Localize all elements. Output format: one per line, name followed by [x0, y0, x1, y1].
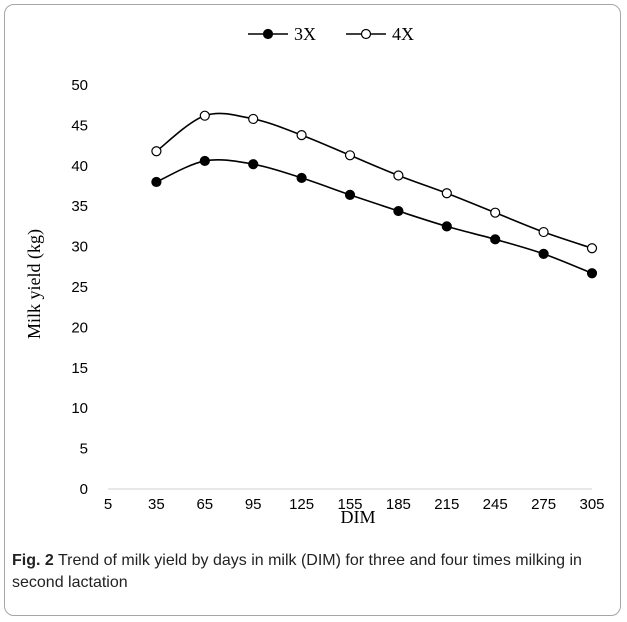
- x-tick-label: 305: [579, 496, 604, 513]
- legend-marker: [262, 28, 274, 40]
- data-point-4X: [393, 170, 404, 181]
- caption-text: Trend of milk yield by days in milk (DIM…: [12, 552, 582, 591]
- legend-item-3X: 3X: [248, 24, 316, 44]
- figure-frame: [4, 4, 621, 616]
- series-group: [151, 110, 598, 279]
- y-tick-label: 40: [71, 158, 88, 175]
- y-tick-label: 30: [71, 239, 88, 256]
- y-tick-label: 35: [71, 198, 88, 215]
- data-point-3X: [151, 176, 162, 188]
- y-tick-label: 25: [71, 279, 88, 296]
- data-point-4X: [248, 113, 259, 125]
- y-tick-label: 20: [71, 319, 88, 336]
- legend-label: 3X: [294, 24, 316, 44]
- data-point-3X: [296, 172, 307, 184]
- data-point-4X: [490, 207, 501, 218]
- data-point-4X: [344, 150, 356, 161]
- data-point-4X: [296, 129, 307, 141]
- x-tick-label: 125: [289, 496, 314, 513]
- data-point-3X: [586, 268, 598, 279]
- y-axis-label: Milk yield (kg): [24, 229, 45, 339]
- x-tick-label: 95: [245, 496, 262, 513]
- series-line-3X: [156, 159, 593, 275]
- x-tick-label: 215: [434, 496, 459, 513]
- x-tick-label: 65: [196, 496, 213, 513]
- data-point-4X: [151, 146, 162, 157]
- x-tick-label: 185: [386, 496, 411, 513]
- data-point-3X: [393, 205, 404, 217]
- data-point-4X: [199, 110, 210, 121]
- x-tick-label: 245: [483, 496, 508, 513]
- figure-caption: Fig. 2 Trend of milk yield by days in mi…: [12, 550, 612, 594]
- x-tick-label: 155: [337, 496, 362, 513]
- data-point-4X: [538, 226, 549, 238]
- y-tick-label: 5: [80, 441, 88, 458]
- data-point-3X: [490, 234, 501, 245]
- series-line-4X: [155, 112, 593, 249]
- y-tick-label: 45: [71, 117, 88, 134]
- data-point-4X: [441, 188, 452, 199]
- x-tick-label: 35: [148, 496, 165, 513]
- legend-label: 4X: [392, 24, 414, 44]
- legend: 3X 4X: [248, 24, 414, 44]
- x-tick-label: 275: [531, 496, 556, 513]
- y-tick-label: 15: [71, 360, 88, 377]
- series-3X: [151, 155, 598, 279]
- data-point-3X: [248, 159, 259, 170]
- legend-marker: [360, 28, 372, 40]
- y-tick-label: 0: [80, 481, 88, 498]
- data-point-3X: [538, 248, 549, 259]
- data-point-3X: [344, 189, 356, 200]
- caption-label: Fig. 2: [12, 552, 54, 569]
- legend-item-4X: 4X: [346, 24, 414, 44]
- y-tick-label: 10: [71, 400, 88, 417]
- data-point-3X: [441, 221, 452, 232]
- x-axis-label: DIM: [341, 507, 376, 527]
- x-tick-label: 5: [104, 496, 112, 513]
- data-point-3X: [199, 155, 210, 167]
- y-tick-label: 50: [71, 77, 88, 94]
- series-4X: [151, 110, 598, 254]
- data-point-4X: [586, 243, 598, 254]
